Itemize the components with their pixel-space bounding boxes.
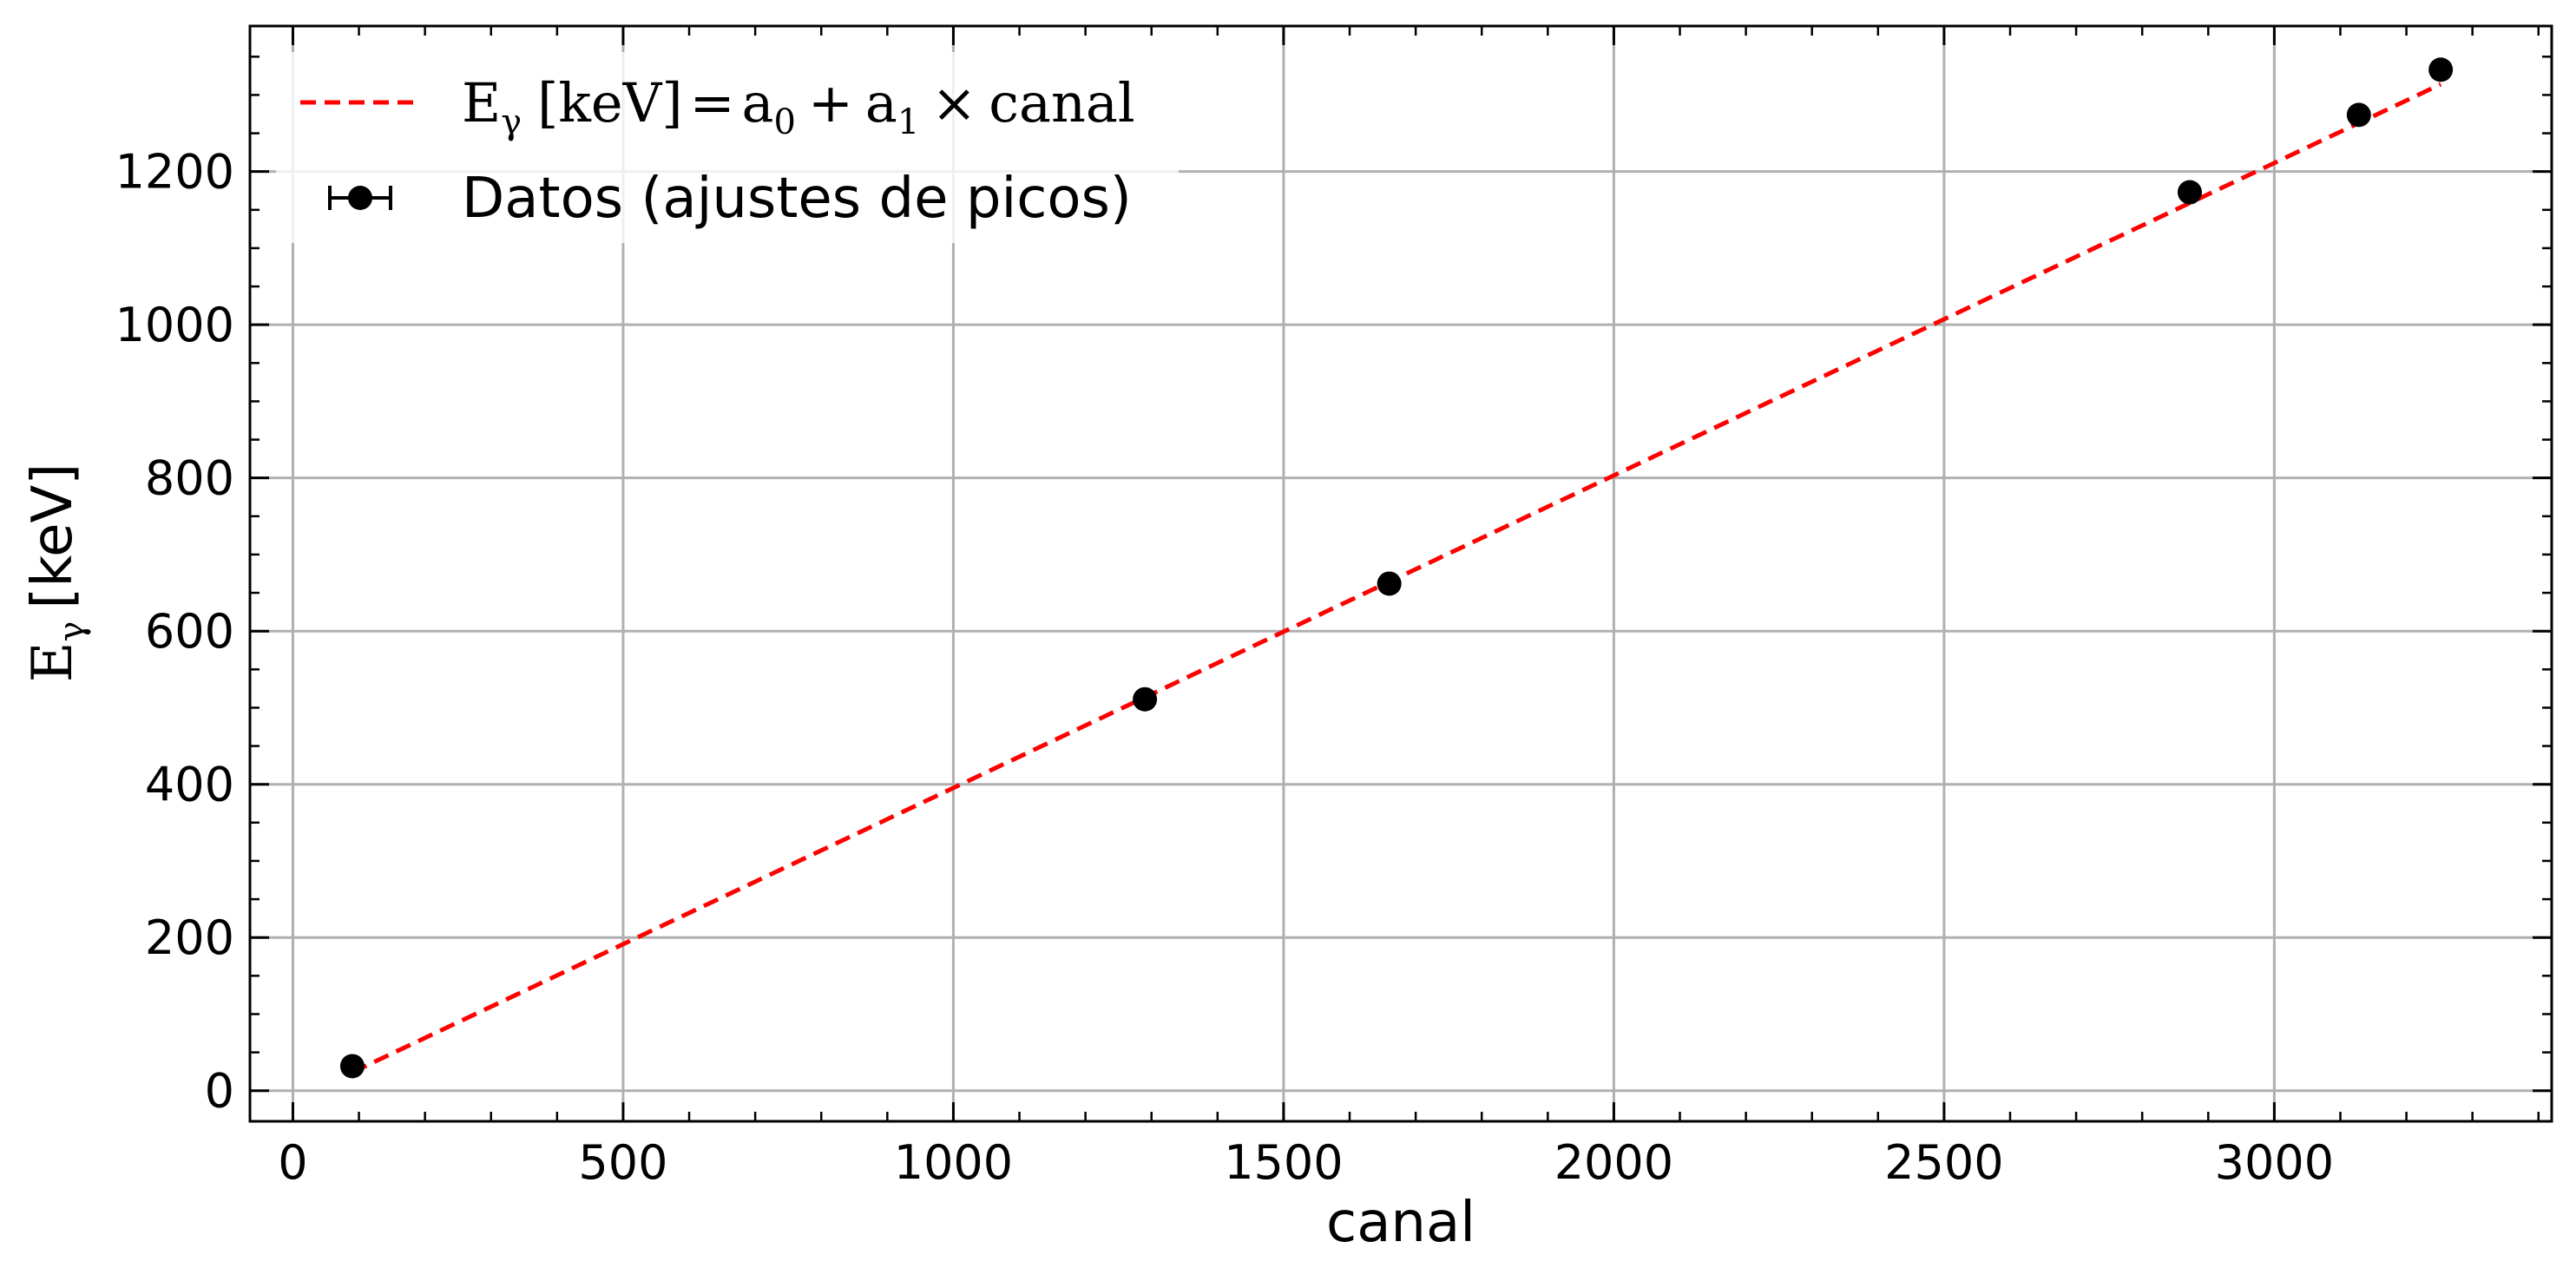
- x-tick-label: 3000: [2215, 1135, 2334, 1190]
- data-point: [2428, 57, 2454, 82]
- y-tick-label: 0: [205, 1064, 234, 1119]
- legend-fit-label: Eγ [keV] = a0 + a1 × canal: [462, 71, 1135, 142]
- axis-ticks: [250, 26, 2552, 1121]
- y-axis-subscript: γ: [52, 621, 92, 642]
- y-tick-labels: 0 200 400 600 800 1000 1200: [115, 145, 234, 1119]
- legend-data-swatch: [328, 186, 392, 210]
- x-tick-label: 500: [578, 1135, 667, 1190]
- y-tick-label: 600: [145, 604, 234, 659]
- x-tick-label: 1000: [894, 1135, 1013, 1190]
- x-tick-label: 0: [278, 1135, 307, 1190]
- y-tick-label: 400: [145, 758, 234, 812]
- x-tick-label: 1500: [1224, 1135, 1343, 1190]
- data-point: [2177, 180, 2202, 205]
- legend-data-label: Datos (ajustes de picos): [462, 167, 1132, 231]
- data-points-layer: [339, 57, 2454, 1079]
- legend: Eγ [keV] = a0 + a1 × canal Datos (ajustes de pi…: [276, 52, 1179, 243]
- y-tick-label: 1000: [115, 298, 234, 352]
- data-point: [2346, 102, 2371, 128]
- data-point: [1377, 571, 1402, 596]
- x-tick-label: 2000: [1554, 1135, 1673, 1190]
- data-point: [1133, 686, 1158, 712]
- x-axis-title: canal: [1326, 1191, 1475, 1255]
- legend-box: [276, 52, 1179, 243]
- y-axis-symbol: E: [21, 642, 85, 683]
- svg-text:Eγ[keV]: Eγ [keV]: [21, 463, 92, 683]
- x-tick-labels: 0 500 1000 1500 2000 2500 3000: [278, 1135, 2334, 1190]
- y-axis-unit: [keV]: [21, 463, 85, 609]
- y-tick-label: 1200: [115, 145, 234, 200]
- plot-frame: [248, 24, 2553, 1123]
- x-tick-label: 2500: [1884, 1135, 2003, 1190]
- y-tick-label: 200: [145, 910, 234, 965]
- y-tick-label: 800: [145, 451, 234, 506]
- data-point: [339, 1054, 365, 1079]
- y-axis-title: Eγ [keV]: [21, 463, 92, 683]
